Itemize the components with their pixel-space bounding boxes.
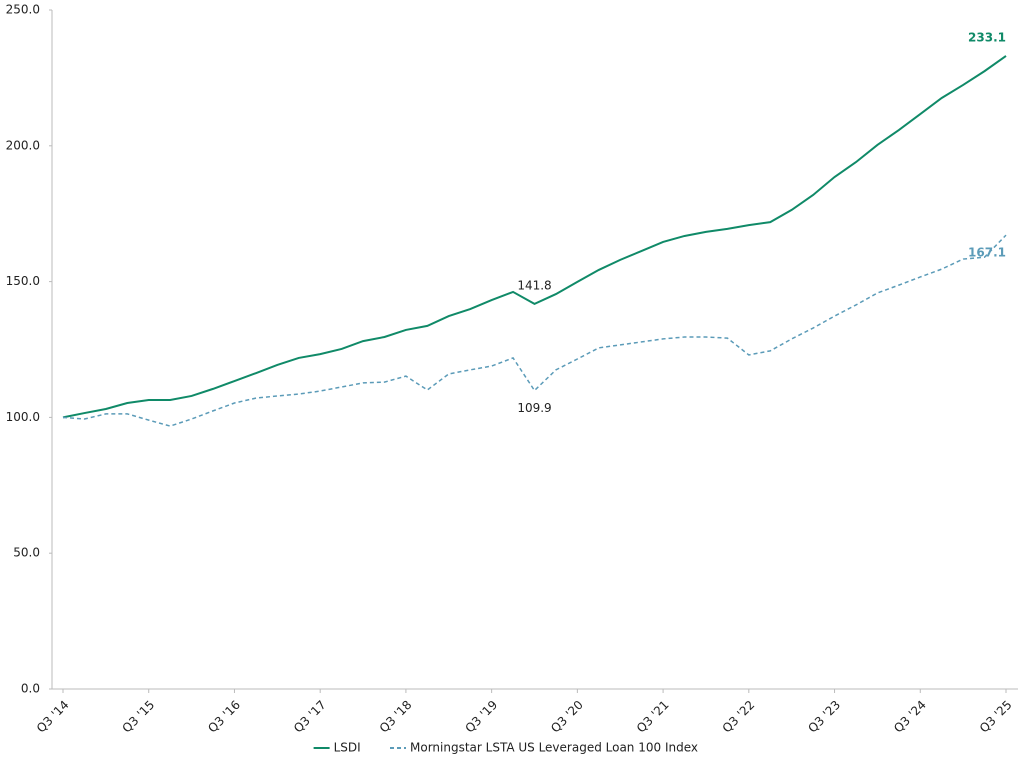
data-label: 233.1 <box>968 30 1006 44</box>
x-tick-label: Q3 '19 <box>462 698 500 736</box>
x-tick-label: Q3 '24 <box>891 698 929 736</box>
data-label: 109.9 <box>517 401 551 415</box>
data-label: 167.1 <box>968 246 1006 260</box>
x-tick-label: Q3 '25 <box>977 698 1015 736</box>
y-tick-label: 0.0 <box>21 682 40 696</box>
x-tick-label: Q3 '14 <box>34 698 72 736</box>
x-tick-label: Q3 '15 <box>120 698 158 736</box>
x-tick-label: Q3 '20 <box>548 698 586 736</box>
x-tick-label: Q3 '18 <box>377 698 415 736</box>
y-tick-label: 200.0 <box>6 138 40 152</box>
series-line <box>62 234 1007 427</box>
data-label: 141.8 <box>517 278 551 292</box>
y-tick-label: 250.0 <box>6 3 40 17</box>
x-tick-label: Q3 '17 <box>291 698 329 736</box>
x-tick-label: Q3 '22 <box>720 698 758 736</box>
y-tick-label: 100.0 <box>6 410 40 424</box>
x-tick-label: Q3 '21 <box>634 698 672 736</box>
x-tick-label: Q3 '16 <box>205 698 243 736</box>
legend-label: Morningstar LSTA US Leveraged Loan 100 I… <box>410 741 698 755</box>
y-tick-label: 150.0 <box>6 274 40 288</box>
x-tick-label: Q3 '23 <box>805 698 843 736</box>
y-tick-label: 50.0 <box>13 546 40 560</box>
series-line <box>62 55 1007 419</box>
legend-label: LSDI <box>334 741 361 755</box>
